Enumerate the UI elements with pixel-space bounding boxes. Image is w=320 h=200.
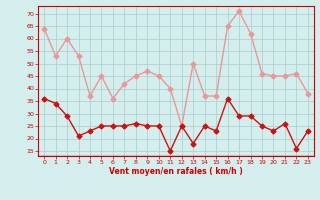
X-axis label: Vent moyen/en rafales ( km/h ): Vent moyen/en rafales ( km/h ) <box>109 167 243 176</box>
